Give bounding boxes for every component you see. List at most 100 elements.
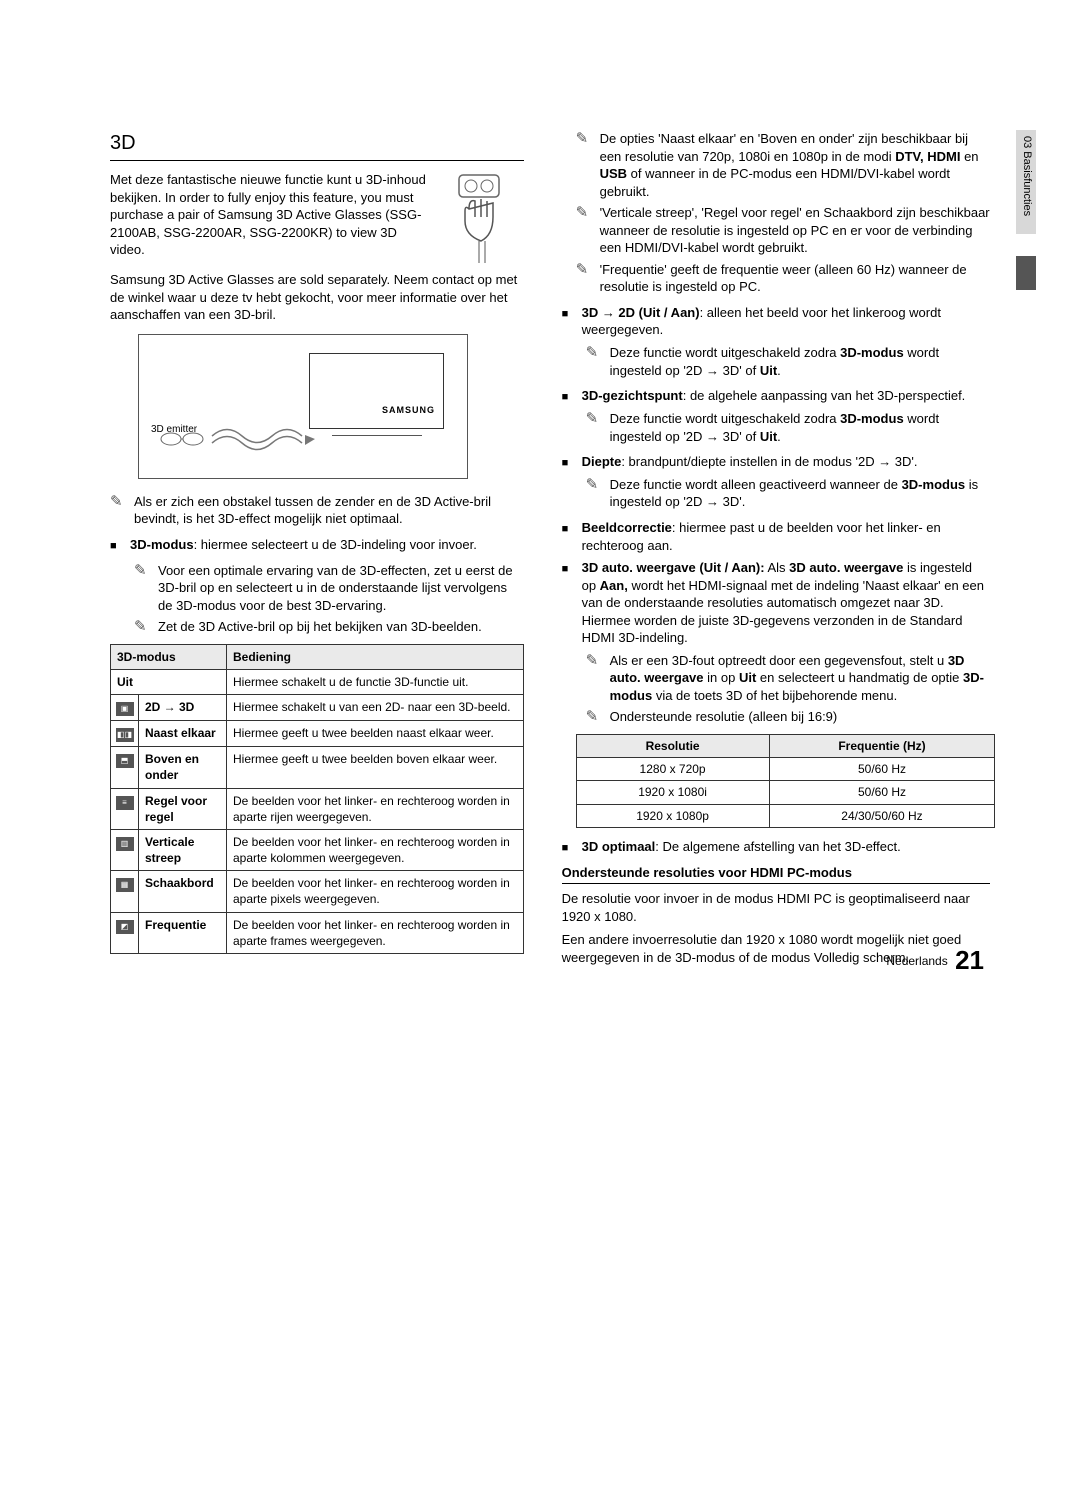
mode-table: 3D-modus Bediening UitHiermee schakelt u… xyxy=(110,644,524,954)
resolution-table: Resolutie Frequentie (Hz) 1280 x 720p50/… xyxy=(576,734,996,828)
bullet-text: 3D-gezichtspunt: de algehele aanpassing … xyxy=(582,387,966,405)
hdmi-p1: De resolutie voor invoer in de modus HDM… xyxy=(562,890,990,925)
mode-op-cell: De beelden voor het linker- en rechteroo… xyxy=(227,912,524,953)
section-title: 3D xyxy=(110,130,524,161)
note-item: ✎ 'Frequentie' geeft de frequentie weer (… xyxy=(576,261,990,296)
bullet-icon: ■ xyxy=(562,519,574,537)
mode-op-cell: De beelden voor het linker- en rechteroo… xyxy=(227,871,524,912)
note-icon: ✎ xyxy=(586,476,602,492)
table-row: 1280 x 720p50/60 Hz xyxy=(576,758,995,781)
bullet-icon: ■ xyxy=(562,304,574,322)
table-row: 1920 x 1080p24/30/50/60 Hz xyxy=(576,804,995,827)
bullet-text: Beeldcorrectie: hiermee past u de beelde… xyxy=(582,519,990,554)
mode-icon-cell: ⬒ xyxy=(111,747,139,788)
note-icon: ✎ xyxy=(134,618,150,634)
glasses-small-icon xyxy=(159,429,205,449)
obstacle-note: Als er zich een obstakel tussen de zende… xyxy=(134,493,524,528)
res-table-hdr-freq: Frequentie (Hz) xyxy=(769,735,995,758)
note-icon: ✎ xyxy=(586,708,602,724)
mode-op-cell: Hiermee geeft u twee beelden naast elkaa… xyxy=(227,721,524,747)
mode-name-cell: Verticale streep xyxy=(139,829,227,870)
bullet-icon: ■ xyxy=(562,453,574,471)
modus-tip-2: Zet de 3D Active-bril op bij het bekijke… xyxy=(158,618,482,636)
modus-bullet: 3D-modus: hiermee selecteert u de 3D-ind… xyxy=(130,536,477,554)
bullet-item: ■ 3D auto. weergave (Uit / Aan): Als 3D a… xyxy=(562,559,990,647)
mode-name-cell: Boven en onder xyxy=(139,747,227,788)
sub-note-item: ✎ Als er een 3D-fout optreedt door een ge… xyxy=(586,652,990,705)
glasses-icon xyxy=(439,171,524,271)
mode-icon-cell: ≡ xyxy=(111,788,139,829)
intro-paragraph-2: Samsung 3D Active Glasses are sold separ… xyxy=(110,271,524,324)
res-cell: 1280 x 720p xyxy=(576,758,769,781)
table-row: ≡Regel voor regelDe beelden voor het lin… xyxy=(111,788,524,829)
table-row: ▣2D → 3DHiermee schakelt u van een 2D- n… xyxy=(111,695,524,721)
res-cell: 1920 x 1080p xyxy=(576,804,769,827)
opt-bullet: 3D optimaal: De algemene afstelling van … xyxy=(582,838,901,856)
note-item: ✎De opties 'Naast elkaar' en 'Boven en o… xyxy=(576,130,990,200)
intro-paragraph-1: Met deze fantastische nieuwe functie kun… xyxy=(110,171,429,259)
note-item: ✎ 'Verticale streep', 'Regel voor regel' … xyxy=(576,204,990,257)
left-column: 3D Met deze fantastische nieuwe functie … xyxy=(110,130,524,972)
mode-op-cell: Hiermee schakelt u de functie 3D-functie… xyxy=(227,669,524,694)
note-icon: ✎ xyxy=(134,562,150,578)
bullet-item: ■ 3D → 2D (Uit / Aan): alleen het beeld v… xyxy=(562,304,990,339)
mode-name-cell: Naast elkaar xyxy=(139,721,227,747)
table-row: ◧◨Naast elkaarHiermee geeft u twee beeld… xyxy=(111,721,524,747)
mode-table-hdr-op: Bediening xyxy=(227,644,524,669)
table-row: UitHiermee schakelt u de functie 3D-func… xyxy=(111,669,524,694)
note-text: De opties 'Naast elkaar' en 'Boven en on… xyxy=(600,130,990,200)
mode-icon-cell: ▣ xyxy=(111,695,139,721)
bullet-text: Diepte: brandpunt/diepte instellen in de… xyxy=(582,453,918,471)
mode-op-cell: De beelden voor het linker- en rechteroo… xyxy=(227,829,524,870)
bullet-text: 3D auto. weergave (Uit / Aan): Als 3D au… xyxy=(582,559,990,647)
tv-illustration: SAMSUNG xyxy=(309,353,444,429)
mode-icon-cell: ▥ xyxy=(111,829,139,870)
sub-note-item: ✎ Deze functie wordt uitgeschakeld zodra … xyxy=(586,410,990,445)
mode-icon-cell: ▦ xyxy=(111,871,139,912)
note-icon: ✎ xyxy=(586,652,602,668)
bullet-text: 3D → 2D (Uit / Aan): alleen het beeld vo… xyxy=(582,304,990,339)
sub-note-text: Ondersteunde resolutie (alleen bij 16:9) xyxy=(610,708,838,726)
hdmi-header: Ondersteunde resoluties voor HDMI PC-mod… xyxy=(562,864,990,885)
freq-cell: 24/30/50/60 Hz xyxy=(769,804,995,827)
bullet-icon: ■ xyxy=(110,536,122,554)
mode-name-cell: Regel voor regel xyxy=(139,788,227,829)
sub-note-text: Deze functie wordt uitgeschakeld zodra 3… xyxy=(610,410,990,445)
freq-cell: 50/60 Hz xyxy=(769,781,995,804)
bullet-icon: ■ xyxy=(562,838,574,856)
footer-page-number: 21 xyxy=(955,945,984,975)
mode-name-cell: Uit xyxy=(111,669,227,694)
section-tab-marker xyxy=(1016,256,1036,290)
mode-op-cell: De beelden voor het linker- en rechteroo… xyxy=(227,788,524,829)
emitter-diagram: SAMSUNG 3D emitter xyxy=(138,334,468,479)
note-text: 'Verticale streep', 'Regel voor regel' e… xyxy=(600,204,990,257)
res-cell: 1920 x 1080i xyxy=(576,781,769,804)
note-icon: ✎ xyxy=(576,204,592,220)
sub-note-text: Deze functie wordt alleen geactiveerd wa… xyxy=(610,476,990,511)
sub-note-item: ✎ Deze functie wordt alleen geactiveerd w… xyxy=(586,476,990,511)
section-tab: 03 Basisfuncties xyxy=(1016,130,1036,234)
bullet-icon: ■ xyxy=(562,559,574,577)
freq-cell: 50/60 Hz xyxy=(769,758,995,781)
sub-note-text: Deze functie wordt uitgeschakeld zodra 3… xyxy=(610,344,990,379)
page-footer: Nederlands 21 xyxy=(886,943,984,978)
note-text: 'Frequentie' geeft de frequentie weer (a… xyxy=(600,261,990,296)
mode-name-cell: Schaakbord xyxy=(139,871,227,912)
mode-op-cell: Hiermee schakelt u van een 2D- naar een … xyxy=(227,695,524,721)
table-row: ◩FrequentieDe beelden voor het linker- e… xyxy=(111,912,524,953)
mode-name-cell: Frequentie xyxy=(139,912,227,953)
bullet-item: ■ Diepte: brandpunt/diepte instellen in d… xyxy=(562,453,990,471)
bullet-item: ■ Beeldcorrectie: hiermee past u de beeld… xyxy=(562,519,990,554)
sub-note-item: ✎Deze functie wordt uitgeschakeld zodra … xyxy=(586,344,990,379)
table-row: ⬒Boven en onderHiermee geeft u twee beel… xyxy=(111,747,524,788)
page: 3D Met deze fantastische nieuwe functie … xyxy=(0,0,1080,1012)
sub-note-text: Als er een 3D-fout optreedt door een geg… xyxy=(610,652,990,705)
modus-tip-1: Voor een optimale ervaring van de 3D-eff… xyxy=(158,562,524,615)
note-icon: ✎ xyxy=(576,261,592,277)
sub-note-item: ✎ Ondersteunde resolutie (alleen bij 16:9… xyxy=(586,708,990,726)
right-column: ✎ De opties 'Naast elkaar' en 'Boven en o… xyxy=(562,130,990,972)
mode-icon-cell: ◩ xyxy=(111,912,139,953)
bullet-item: ■3D-gezichtspunt: de algehele aanpassing… xyxy=(562,387,990,405)
table-row: ▦SchaakbordDe beelden voor het linker- e… xyxy=(111,871,524,912)
note-icon: ✎ xyxy=(586,410,602,426)
